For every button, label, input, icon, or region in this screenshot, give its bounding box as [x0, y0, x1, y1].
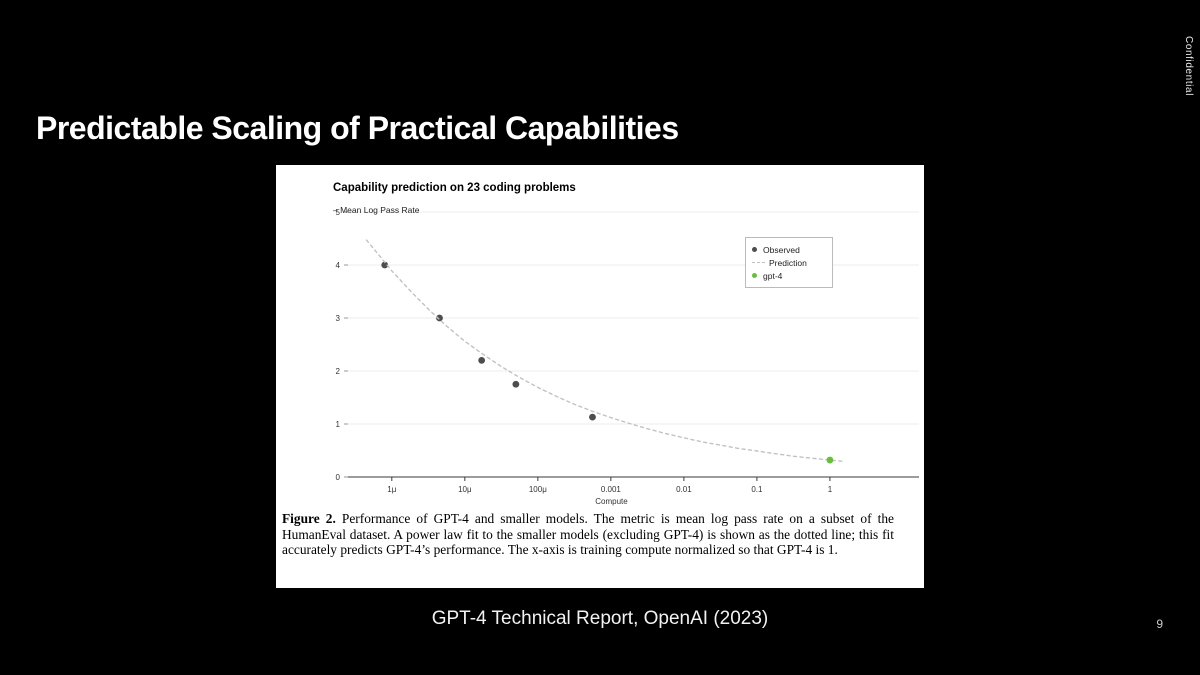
- gpt-4-series: [826, 456, 834, 464]
- svg-text:1: 1: [336, 420, 341, 429]
- figure-caption-body: Performance of GPT-4 and smaller models.…: [282, 511, 894, 558]
- slide-title: Predictable Scaling of Practical Capabil…: [36, 110, 679, 146]
- svg-text:10μ: 10μ: [458, 485, 472, 494]
- svg-text:0: 0: [336, 473, 341, 482]
- footer-citation: GPT-4 Technical Report, OpenAI (2023): [431, 608, 769, 629]
- svg-text:2: 2: [336, 367, 341, 376]
- svg-text:1: 1: [828, 485, 833, 494]
- legend-label: gpt-4: [763, 270, 783, 281]
- figure-caption: Figure 2. Performance of GPT-4 and small…: [282, 511, 894, 558]
- svg-text:0.001: 0.001: [601, 485, 622, 494]
- legend-item-observed: Observed: [752, 243, 826, 256]
- legend-item-gpt-4: gpt-4: [752, 269, 826, 282]
- svg-text:4: 4: [336, 261, 341, 270]
- prediction-curve: [365, 239, 846, 463]
- chart-title: Capability prediction on 23 coding probl…: [333, 182, 576, 194]
- y-axis-ticks: 0 1 2 3 4 5: [336, 208, 348, 482]
- svg-text:100μ: 100μ: [529, 485, 547, 494]
- confidential-label: Confidential: [1183, 36, 1194, 97]
- svg-text:1μ: 1μ: [387, 485, 396, 494]
- x-axis-label: Compute: [595, 497, 628, 506]
- dashed-line-icon: [752, 262, 765, 263]
- legend-label: Prediction: [769, 257, 807, 268]
- svg-text:0.1: 0.1: [751, 485, 763, 494]
- gpt-4-dot-icon: [752, 273, 757, 278]
- page-number: 9: [1156, 617, 1163, 631]
- x-axis-ticks: 1μ 10μ 100μ 0.001 0.01 0.1 1: [387, 477, 833, 494]
- observed-series: [381, 261, 596, 421]
- svg-text:3: 3: [336, 314, 341, 323]
- capability-chart: 1μ 10μ 100μ 0.001 0.01 0.1 1 0 1 2 3 4 5 Compute: [336, 208, 919, 506]
- chart-y-axis-key: – Mean Log Pass Rate: [333, 205, 420, 215]
- figure-caption-lead: Figure 2.: [282, 511, 336, 526]
- gridlines: [348, 211, 919, 425]
- figure-panel: 1μ 10μ 100μ 0.001 0.01 0.1 1 0 1 2 3 4 5 Compute Capa…: [276, 165, 924, 588]
- chart-legend: Observed Prediction gpt-4: [745, 237, 833, 288]
- legend-label: Observed: [763, 244, 800, 255]
- svg-text:0.01: 0.01: [676, 485, 692, 494]
- legend-item-prediction: Prediction: [752, 256, 826, 269]
- observed-dot-icon: [752, 247, 757, 252]
- svg-text:5: 5: [336, 208, 341, 217]
